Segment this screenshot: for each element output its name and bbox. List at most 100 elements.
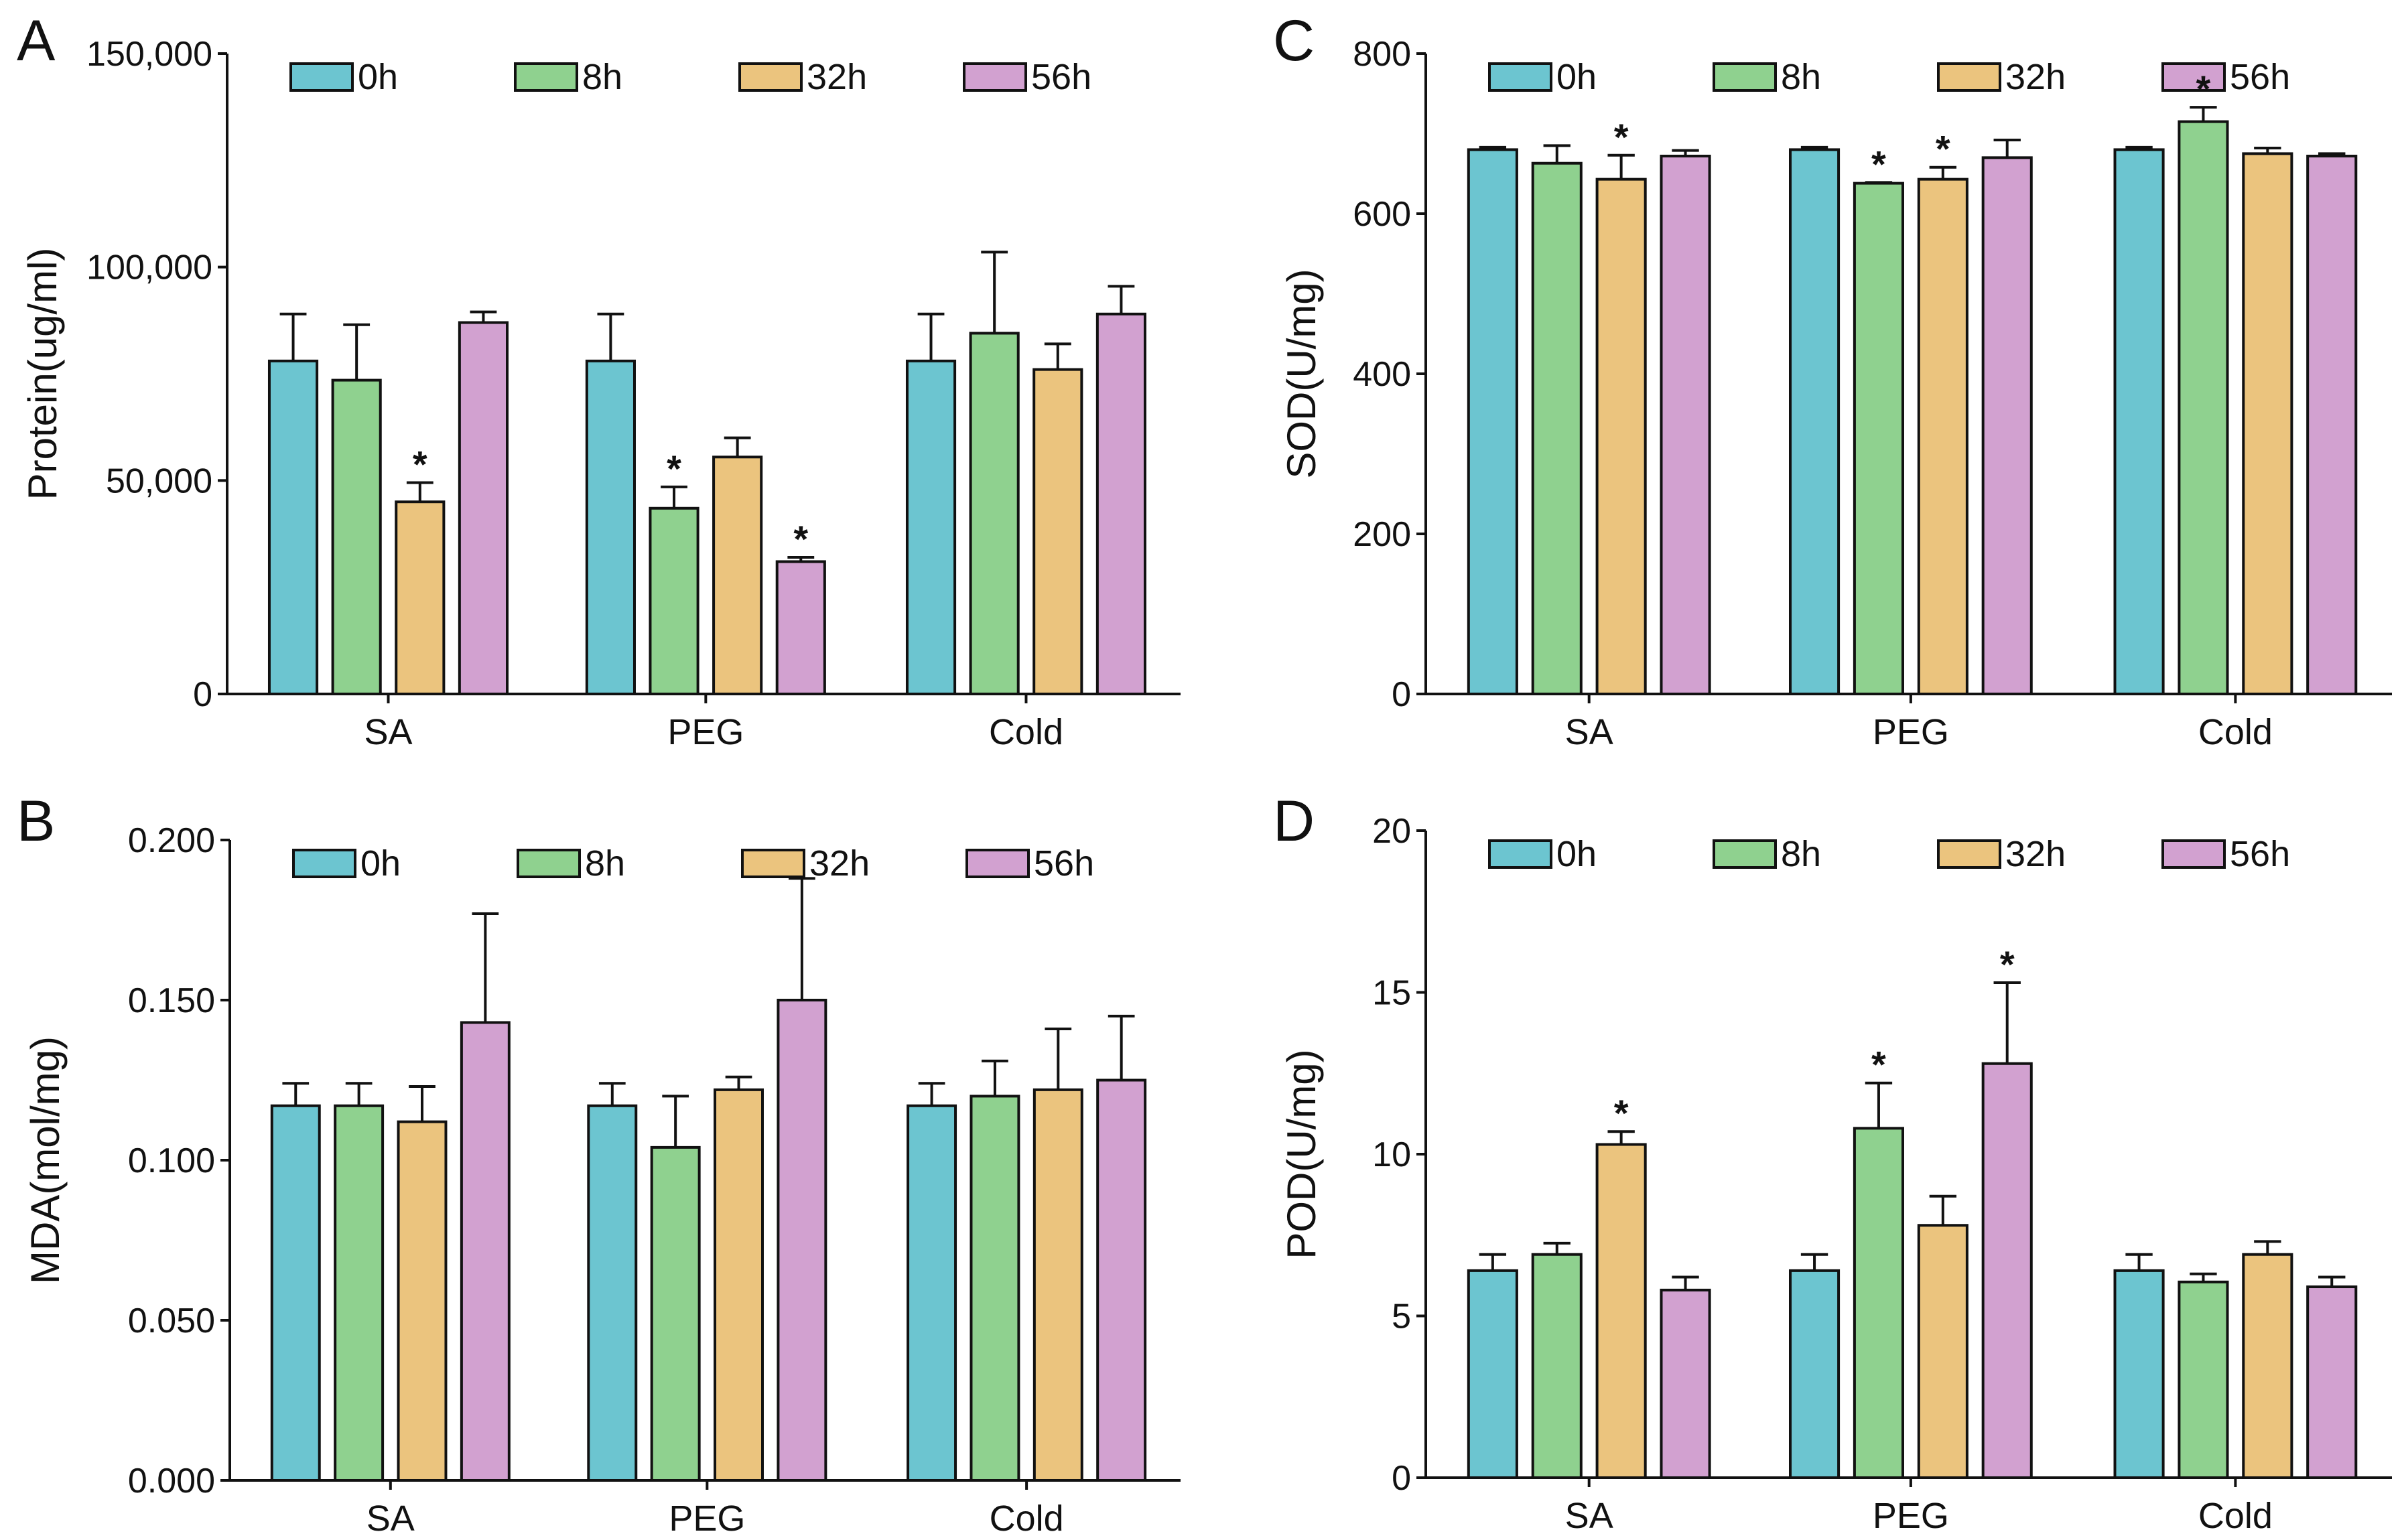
- y-tick-label: 600: [1353, 195, 1411, 234]
- panel-b: B 0.000 0.050 0.100 0.150 0.200 MDA(mol/mg) 0h 8…: [17, 789, 1181, 1539]
- y-tick-label: 0.200: [128, 821, 215, 860]
- bar-cold-32h: [1032, 368, 1083, 695]
- bar-sa-56h: [458, 321, 509, 695]
- bar-cold-56h: [1095, 312, 1146, 696]
- bar-peg-32h: [1917, 1224, 1968, 1479]
- y-tick-label: 0.150: [128, 981, 215, 1020]
- y-axis-label: POD(U/mg): [1279, 1049, 1324, 1259]
- bar-peg-56h: [1981, 156, 2033, 696]
- y-tick-label: 0.100: [128, 1141, 215, 1180]
- y-axis-label: Protein(ug/ml): [20, 248, 65, 500]
- bar-sa-0h: [1467, 148, 1518, 695]
- bar-cold-32h: [1032, 1088, 1083, 1482]
- bar-sa-8h: [1531, 1253, 1583, 1479]
- bar-sa-32h: [395, 500, 446, 695]
- legend-label-32h: 32h: [2005, 57, 2066, 97]
- bar-sa-56h: [1660, 154, 1711, 695]
- bar-cold-8h: [970, 1095, 1020, 1482]
- bar-cold-0h: [2113, 1269, 2165, 1479]
- legend-swatch-32h: [741, 849, 805, 878]
- x-tick-label: Cold: [990, 1498, 1064, 1539]
- legend-label-0h: 0h: [360, 843, 401, 884]
- panel-letter: C: [1273, 9, 1315, 73]
- legend-label-8h: 8h: [1781, 57, 1821, 97]
- bar-peg-8h: [649, 506, 699, 695]
- panel-letter: B: [17, 789, 55, 853]
- legend-label-56h: 56h: [2230, 834, 2290, 874]
- bar-sa-32h: [1595, 178, 1647, 695]
- bar-cold-32h: [2242, 1253, 2293, 1479]
- x-tick-label: Cold: [989, 712, 1063, 752]
- y-tick-label: 0: [193, 675, 212, 714]
- significance-marker: *: [1871, 1044, 1886, 1086]
- y-tick-label: 100,000: [86, 249, 212, 287]
- legend-swatch-56h: [963, 62, 1027, 92]
- bar-peg-8h: [1853, 1127, 1904, 1479]
- legend-label-32h: 32h: [2005, 834, 2066, 874]
- bar-sa-8h: [331, 378, 382, 695]
- y-tick-label: 5: [1392, 1298, 1411, 1336]
- y-tick-label: 200: [1353, 515, 1411, 554]
- x-tick-label: SA: [1565, 712, 1613, 752]
- significance-marker: *: [2000, 943, 2015, 985]
- legend-label-8h: 8h: [1781, 834, 1821, 874]
- panel-d: D 0 5 10 15 20 POD(U/mg) 0h 8h 32h 56h SA * PEG * * Cold: [1273, 789, 2392, 1536]
- bar-cold-56h: [1096, 1078, 1147, 1482]
- y-tick-label: 400: [1353, 355, 1411, 394]
- legend-label-32h: 32h: [809, 843, 870, 884]
- legend-swatch-8h: [1713, 62, 1777, 92]
- bar-sa-56h: [460, 1021, 511, 1482]
- legend-swatch-32h: [1937, 62, 2001, 92]
- bar-sa-32h: [397, 1120, 448, 1482]
- significance-marker: *: [793, 518, 808, 560]
- bar-peg-0h: [1788, 148, 1841, 695]
- legend-swatch-0h: [1488, 839, 1552, 869]
- bar-cold-8h: [969, 332, 1020, 696]
- y-tick-label: 10: [1372, 1135, 1411, 1174]
- panel-letter: A: [17, 9, 56, 73]
- y-axis-label: SOD(U/mg): [1279, 269, 1324, 478]
- y-axis-label: MDA(mol/mg): [23, 1036, 68, 1284]
- panel-c: C 0 200 400 600 800 SOD(U/mg) 0h 8h 32h 56h SA * PEG *…: [1273, 9, 2392, 752]
- x-tick-label: SA: [1565, 1496, 1613, 1536]
- y-tick-label: 800: [1353, 35, 1411, 74]
- bar-sa-32h: [1595, 1143, 1647, 1479]
- legend-swatch-32h: [738, 62, 803, 92]
- bar-cold-0h: [905, 359, 957, 695]
- x-tick-label: SA: [366, 1498, 415, 1539]
- y-tick-label: 0: [1392, 1459, 1411, 1498]
- x-tick-label: Cold: [2198, 1496, 2273, 1536]
- bar-peg-56h: [1981, 1062, 2033, 1479]
- bar-peg-0h: [587, 1104, 638, 1482]
- legend-label-8h: 8h: [585, 843, 625, 884]
- y-tick-label: 50,000: [106, 462, 212, 500]
- bar-cold-0h: [907, 1104, 957, 1482]
- bar-peg-32h: [1917, 178, 1968, 695]
- bar-peg-32h: [714, 1088, 764, 1482]
- legend-swatch-8h: [514, 62, 578, 92]
- legend-swatch-8h: [517, 849, 581, 878]
- bar-sa-8h: [334, 1104, 385, 1482]
- bar-peg-0h: [585, 359, 636, 695]
- bar-peg-8h: [1853, 182, 1904, 695]
- bar-peg-32h: [712, 456, 763, 696]
- y-tick-label: 20: [1372, 812, 1411, 851]
- legend-swatch-0h: [292, 849, 356, 878]
- legend-swatch-0h: [289, 62, 354, 92]
- bar-peg-56h: [775, 560, 826, 696]
- bar-sa-8h: [1531, 161, 1583, 695]
- bar-cold-8h: [2178, 1280, 2229, 1480]
- legend-swatch-56h: [2161, 839, 2226, 869]
- legend-label-56h: 56h: [1034, 843, 1094, 884]
- y-tick-label: 0.050: [128, 1302, 215, 1340]
- x-tick-label: PEG: [1873, 712, 1949, 752]
- legend-swatch-8h: [1713, 839, 1777, 869]
- panel-a: A 0 50,000 100,000 150,000 Protein(ug/ml) 0h 8h…: [17, 9, 1181, 752]
- significance-marker: *: [413, 443, 427, 486]
- bar-sa-56h: [1660, 1288, 1711, 1479]
- legend-label-32h: 32h: [807, 57, 867, 97]
- bar-cold-32h: [2242, 152, 2293, 695]
- bar-peg-56h: [777, 999, 827, 1482]
- bar-sa-0h: [1467, 1269, 1518, 1479]
